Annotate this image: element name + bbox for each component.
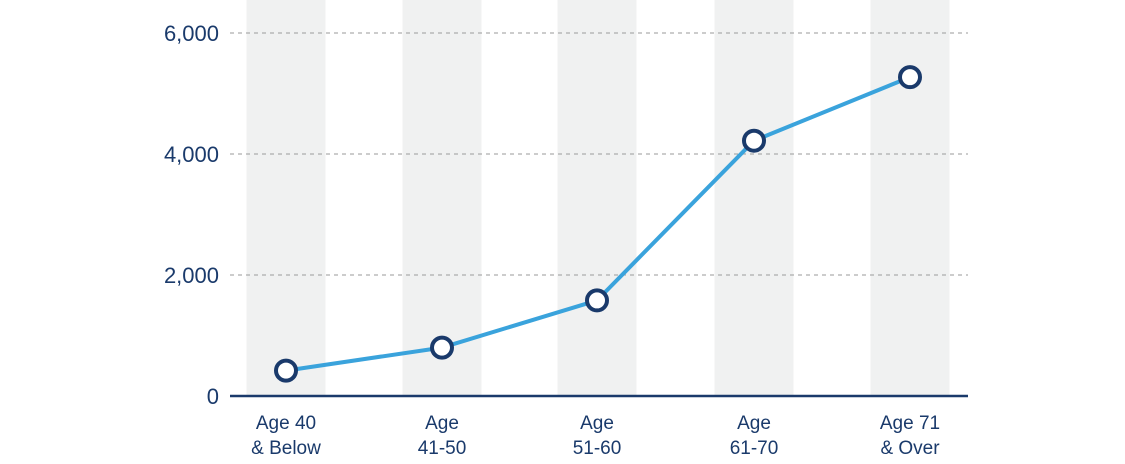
category-band-3 <box>557 0 637 396</box>
x-tick-label: Age 41-50 <box>418 413 467 459</box>
x-tick-label: Age 71 & Over <box>880 413 940 459</box>
y-tick-label: 6,000 <box>164 21 219 46</box>
data-point-3 <box>585 288 609 313</box>
x-tick-label: Age 61-70 <box>730 413 779 459</box>
data-point-4 <box>742 128 766 153</box>
y-tick-label: 0 <box>207 384 219 409</box>
data-points <box>274 65 922 383</box>
category-band-2 <box>402 0 482 396</box>
data-point-1 <box>274 358 298 383</box>
x-tick-label: Age 40 & Below <box>251 413 321 459</box>
category-band-4 <box>714 0 794 396</box>
gridlines <box>230 32 968 276</box>
y-tick-label: 2,000 <box>164 263 219 288</box>
category-band-1 <box>246 0 326 396</box>
data-point-2 <box>430 335 454 360</box>
x-axis-tick-labels: Age 40 & Below Age 41-50 Age 51-60 Age 61-70 Age… <box>251 413 940 459</box>
x-tick-label: Age 51-60 <box>573 413 622 459</box>
category-band-5 <box>870 0 950 396</box>
y-axis-tick-labels: 0 2,000 4,000 6,000 <box>164 21 219 409</box>
y-tick-label: 4,000 <box>164 142 219 167</box>
category-bands <box>246 0 950 396</box>
data-point-5 <box>898 65 922 90</box>
